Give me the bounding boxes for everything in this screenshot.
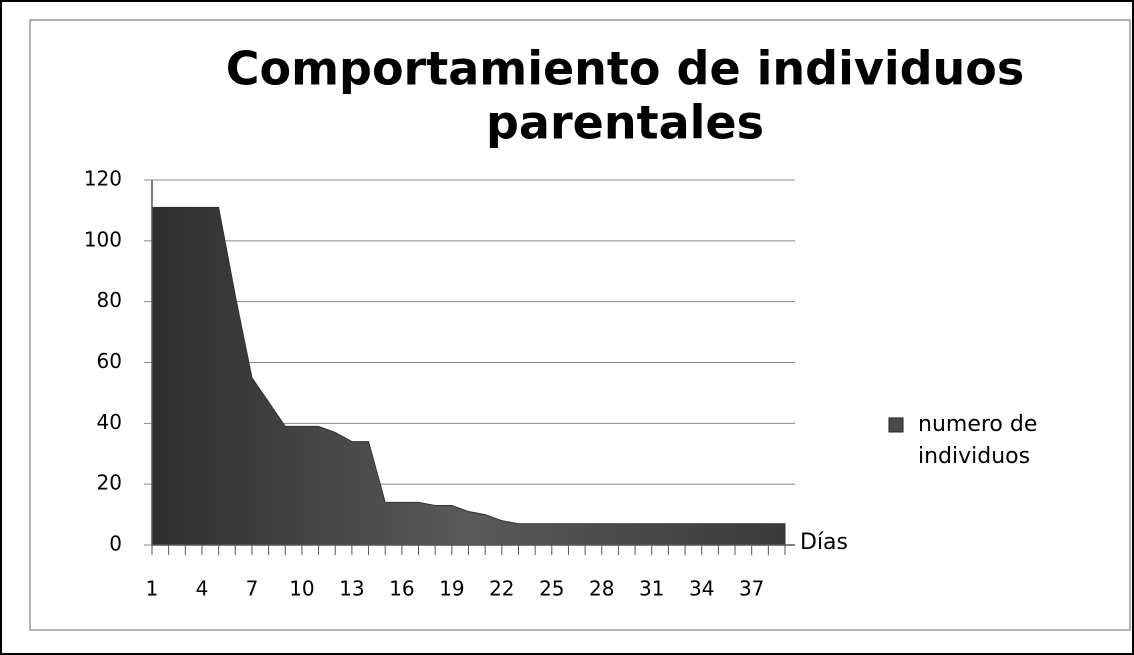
x-tick-label: 25: [539, 577, 564, 601]
y-tick-label: 0: [109, 532, 122, 556]
area: [151, 206, 786, 546]
y-tick-label: 120: [84, 167, 122, 191]
x-tick-label: 37: [739, 577, 764, 601]
x-tick-label: 16: [389, 577, 414, 601]
x-tick-label: 4: [196, 577, 209, 601]
y-tick-label: 60: [97, 349, 122, 373]
x-tick-label: 10: [289, 577, 314, 601]
chart-title: parentales: [486, 96, 764, 150]
x-tick-label: 7: [246, 577, 259, 601]
x-tick-label: 19: [439, 577, 464, 601]
chart-title: Comportamiento de individuos: [226, 42, 1025, 96]
x-tick-label: 31: [639, 577, 664, 601]
legend-label: numero de individuos: [918, 412, 1037, 469]
x-tick-label: 34: [689, 577, 714, 601]
y-tick-label: 40: [97, 410, 122, 434]
y-tick-label: 80: [97, 288, 122, 312]
y-tick-label: 20: [97, 471, 122, 495]
y-tick-label: 100: [84, 227, 122, 251]
x-tick-label: 1: [146, 577, 159, 601]
x-tick-label: 22: [489, 577, 514, 601]
x-tick-label: 28: [589, 577, 614, 601]
x-tick-label: 13: [339, 577, 364, 601]
x-axis-label: Días: [800, 530, 848, 555]
legend-swatch: [888, 417, 904, 433]
